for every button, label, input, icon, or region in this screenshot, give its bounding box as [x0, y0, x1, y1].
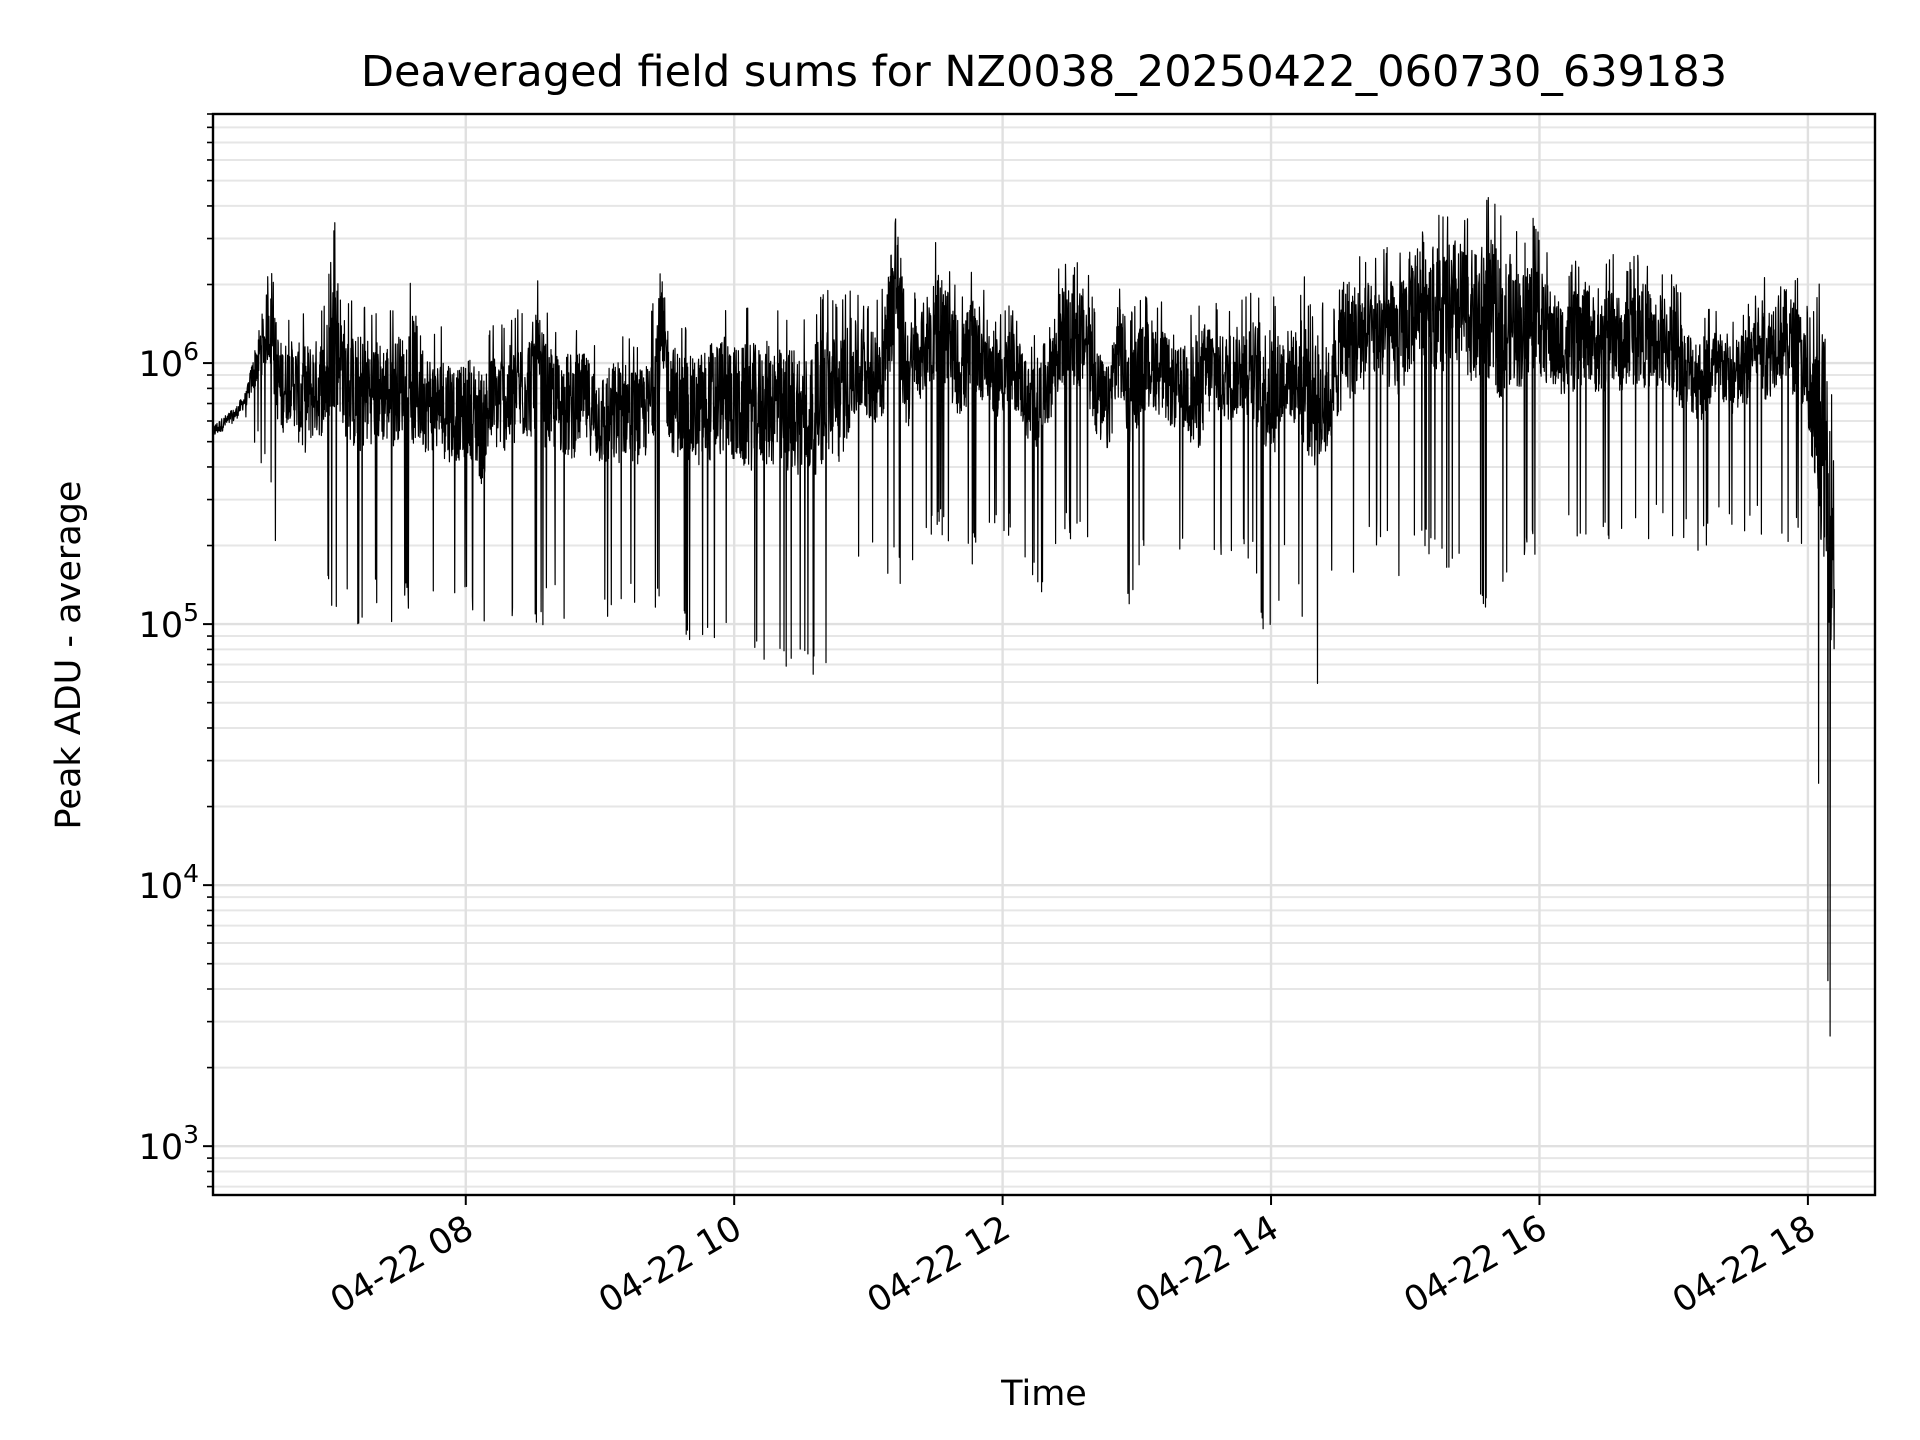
plot-frame: [211, 112, 1877, 1197]
y-tick-label: 103: [139, 1120, 199, 1168]
y-tick-exponent: 6: [183, 337, 199, 366]
y-axis-label: Peak ADU - average: [49, 481, 89, 830]
series-layer: [212, 197, 1836, 1037]
x-axis-label: Time: [1000, 1374, 1087, 1414]
chart-title: Deaveraged field sums for NZ0038_2025042…: [361, 47, 1727, 97]
y-tick-base: 10: [139, 606, 184, 646]
y-tick-exponent: 3: [183, 1120, 199, 1149]
y-tick-base: 10: [139, 345, 184, 385]
y-tick-label: 105: [139, 598, 199, 646]
y-tick-exponent: 4: [183, 859, 199, 888]
y-tick-base: 10: [139, 867, 184, 907]
y-tick-label: 106: [139, 337, 199, 385]
series-line: [212, 197, 1836, 1037]
y-tick-exponent: 5: [183, 598, 199, 627]
y-tick-label: 104: [139, 859, 199, 907]
y-tick-base: 10: [139, 1128, 184, 1168]
